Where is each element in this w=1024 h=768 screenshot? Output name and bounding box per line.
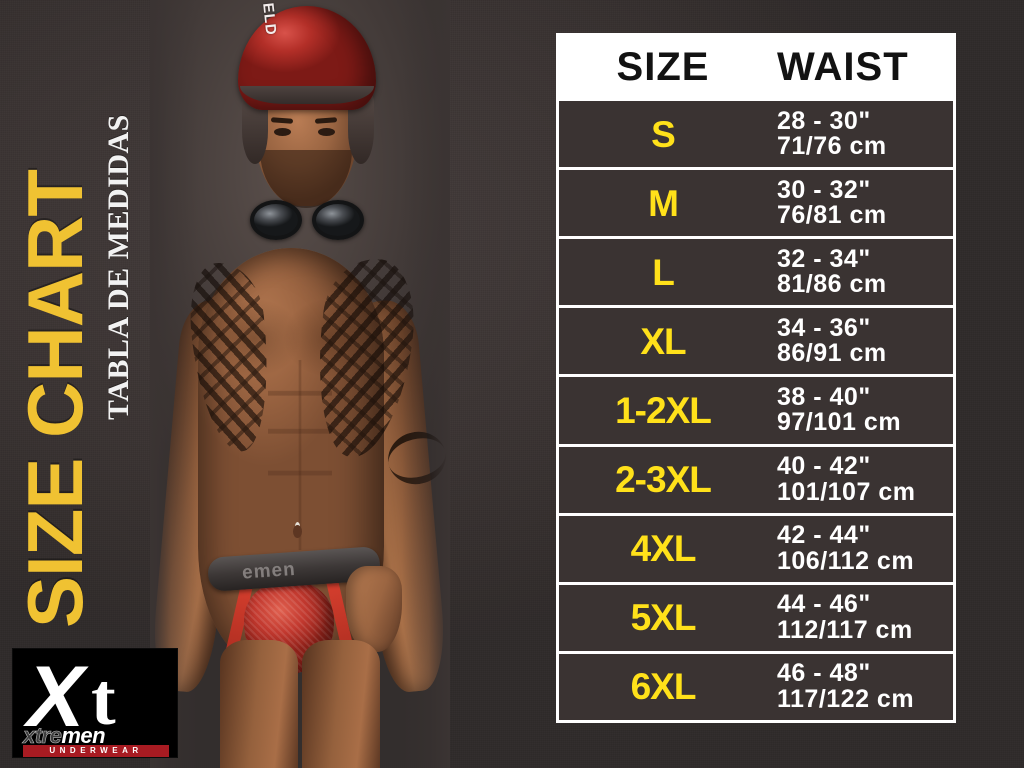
cell-waist: 38 - 40" 97/101 cm (767, 382, 953, 437)
page-subtitle: TABLA DE MEDIDAS (102, 114, 135, 420)
table-row: 2-3XL 40 - 42" 101/107 cm (559, 446, 953, 513)
waist-inches: 28 - 30" (777, 106, 871, 135)
model-eye-right (318, 128, 335, 136)
model-leg-left (220, 640, 298, 768)
waist-inches: 32 - 34" (777, 244, 871, 273)
table-row: XL 34 - 36" 86/91 cm (559, 308, 953, 375)
table-row: M 30 - 32" 76/81 cm (559, 170, 953, 237)
waist-centimeters: 106/112 cm (777, 546, 915, 575)
waist-inches: 46 - 48" (777, 659, 871, 688)
model-navel-piercing (293, 525, 302, 538)
cell-waist: 42 - 44" 106/112 cm (767, 523, 953, 574)
model-photo: ELD emen (150, 0, 450, 768)
table-row: 5XL 44 - 46" 112/117 cm (559, 584, 953, 651)
cell-waist: 28 - 30" 71/76 cm (767, 106, 953, 161)
table-row: 1-2XL 38 - 40" 97/101 cm (559, 377, 953, 444)
cell-size: 4XL (630, 528, 697, 570)
logo-t-mark: t (91, 659, 116, 741)
table-body: S 28 - 30" 71/76 cm M 30 - 32" 76/81 cm L 32 - … (559, 98, 953, 720)
waist-inches: 44 - 46" (777, 590, 871, 619)
cell-size: 6XL (630, 666, 697, 708)
cell-size: M (648, 182, 679, 224)
waist-centimeters: 86/91 cm (777, 339, 887, 368)
waist-inches: 42 - 44" (777, 521, 871, 550)
table-row: S 28 - 30" 71/76 cm (559, 101, 953, 168)
column-header-waist: WAIST (777, 44, 909, 89)
waist-centimeters: 71/76 cm (777, 132, 887, 161)
logo-wordmark-prefix: xtre (23, 723, 62, 748)
waist-centimeters: 112/117 cm (777, 615, 913, 644)
size-table: SIZE WAIST S 28 - 30" 71/76 cm M 30 - 32" 76/… (556, 33, 956, 723)
table-row: L 32 - 34" 81/86 cm (559, 239, 953, 306)
logo-wordmark: xtremen (23, 723, 169, 748)
cell-size: 1-2XL (615, 389, 712, 431)
column-header-size: SIZE (616, 44, 710, 89)
waist-centimeters: 81/86 cm (777, 270, 887, 299)
goggles (234, 196, 394, 242)
goggle-lens-right (312, 200, 364, 240)
waist-centimeters: 101/107 cm (777, 477, 916, 506)
goggle-lens-left (250, 200, 302, 240)
cell-size: 5XL (630, 597, 697, 639)
waist-inches: 30 - 32" (777, 175, 871, 204)
waist-centimeters: 117/122 cm (777, 684, 915, 713)
helmet-decal-text: ELD (259, 2, 280, 37)
cell-waist: 30 - 32" 76/81 cm (767, 175, 953, 230)
cell-waist: 40 - 42" 101/107 cm (767, 454, 953, 505)
model-leg-right (302, 640, 380, 768)
waist-inches: 38 - 40" (777, 382, 871, 411)
logo-tagline: UNDERWEAR (23, 745, 169, 757)
cell-waist: 32 - 34" 81/86 cm (767, 244, 953, 299)
waist-centimeters: 76/81 cm (777, 201, 887, 230)
waist-inches: 40 - 42" (777, 452, 871, 481)
cell-waist: 44 - 46" 112/117 cm (767, 592, 953, 643)
table-header-row: SIZE WAIST (559, 36, 953, 98)
logo-x-mark: X (27, 649, 84, 745)
page-title: SIZE CHART (11, 170, 99, 628)
waist-centimeters: 97/101 cm (777, 408, 902, 437)
cell-waist: 34 - 36" 86/91 cm (767, 313, 953, 368)
table-row: 4XL 42 - 44" 106/112 cm (559, 515, 953, 582)
table-row: 6XL 46 - 48" 117/122 cm (559, 653, 953, 720)
model-eye-left (274, 128, 291, 136)
cell-size: XL (640, 320, 686, 362)
brand-logo: X t xtremen UNDERWEAR (12, 648, 178, 758)
cell-size: L (652, 251, 675, 293)
cell-size: 2-3XL (615, 459, 712, 501)
cell-size: S (651, 113, 676, 155)
waist-inches: 34 - 36" (777, 313, 871, 342)
logo-wordmark-suffix: men (61, 723, 106, 748)
waistband-brand-text: emen (241, 558, 297, 584)
cell-waist: 46 - 48" 117/122 cm (767, 661, 953, 712)
